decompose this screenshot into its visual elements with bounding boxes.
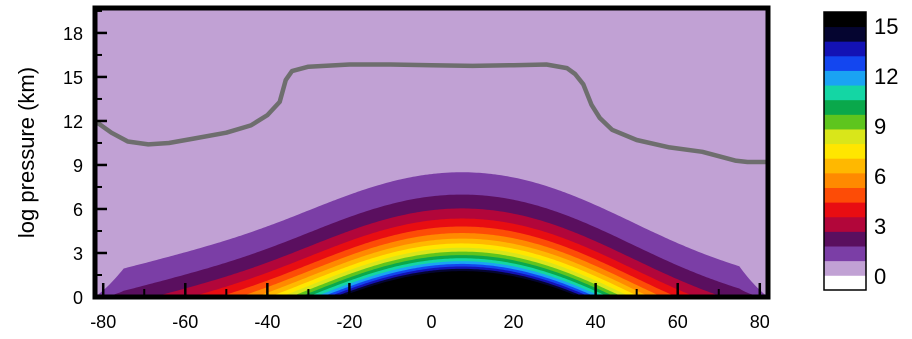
colorbar-swatch bbox=[824, 85, 866, 101]
y-tick-label: 15 bbox=[63, 68, 83, 88]
colorbar-frame bbox=[823, 11, 867, 291]
x-tick-label: 0 bbox=[426, 312, 436, 332]
plot-area bbox=[95, 8, 768, 297]
x-tick-label: -20 bbox=[336, 312, 362, 332]
colorbar-label: 6 bbox=[874, 164, 886, 189]
colorbar: 15 12 9 6 3 0 bbox=[823, 11, 898, 291]
x-tick-label: -40 bbox=[254, 312, 280, 332]
colorbar-swatch bbox=[824, 172, 866, 188]
y-axis: 0 3 6 9 12 15 18 bbox=[63, 9, 107, 308]
y-tick-label: 3 bbox=[73, 244, 83, 264]
colorbar-label: 0 bbox=[874, 264, 886, 289]
y-tick-label: 0 bbox=[73, 288, 83, 308]
x-tick-label: 40 bbox=[586, 312, 606, 332]
x-tick-label: 20 bbox=[504, 312, 524, 332]
contour-bands bbox=[95, 172, 768, 297]
colorbar-swatch bbox=[824, 99, 866, 115]
colorbar-swatch bbox=[824, 275, 866, 291]
x-tick-label: 60 bbox=[668, 312, 688, 332]
y-axis-title: log pressure (km) bbox=[14, 67, 39, 238]
y-tick-label: 6 bbox=[73, 200, 83, 220]
colorbar-label: 9 bbox=[874, 114, 886, 139]
x-tick-label: -80 bbox=[90, 312, 116, 332]
colorbar-swatch bbox=[824, 231, 866, 247]
colorbar-label: 12 bbox=[874, 64, 898, 89]
colorbar-label: 3 bbox=[874, 214, 886, 239]
colorbar-swatch bbox=[824, 114, 866, 130]
colorbar-label: 15 bbox=[874, 14, 898, 39]
x-tick-label: -60 bbox=[172, 312, 198, 332]
colorbar-swatch bbox=[824, 12, 866, 28]
colorbar-swatch bbox=[824, 41, 866, 57]
colorbar-swatch bbox=[824, 158, 866, 174]
colorbar-swatch bbox=[824, 260, 866, 276]
outline-contour bbox=[95, 62, 768, 165]
colorbar-swatch bbox=[824, 216, 866, 232]
colorbar-swatch bbox=[824, 187, 866, 203]
colorbar-swatch bbox=[824, 129, 866, 145]
colorbar-swatch bbox=[824, 70, 866, 86]
colorbar-swatch bbox=[824, 26, 866, 42]
colorbar-swatch bbox=[824, 246, 866, 262]
colorbar-swatch bbox=[824, 55, 866, 71]
x-tick-label: 80 bbox=[750, 312, 770, 332]
x-axis: -80 -60 -40 -20 0 20 40 60 80 bbox=[90, 283, 770, 332]
colorbar-swatch bbox=[824, 143, 866, 159]
y-tick-label: 12 bbox=[63, 112, 83, 132]
colorbar-swatch bbox=[824, 202, 866, 218]
y-tick-label: 18 bbox=[63, 24, 83, 44]
y-tick-label: 9 bbox=[73, 156, 83, 176]
